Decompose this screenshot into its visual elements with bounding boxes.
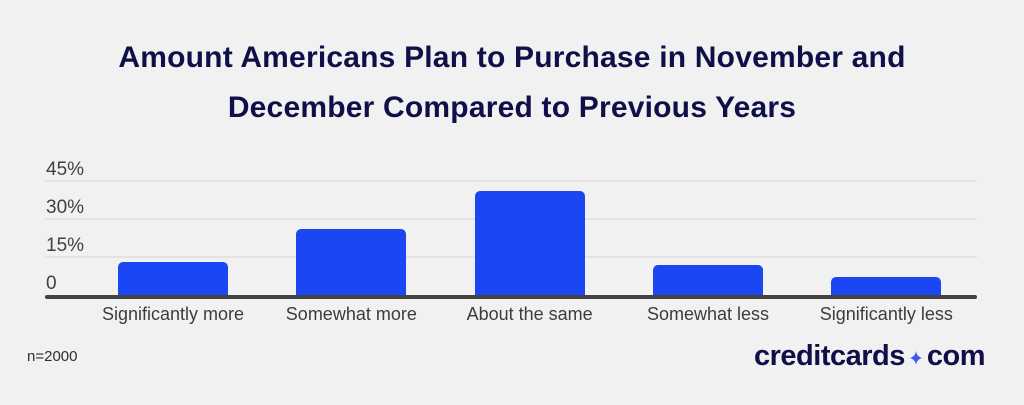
category-label: About the same — [466, 304, 593, 324]
bar-significantly-less — [831, 277, 942, 295]
category-label: Significantly more — [101, 304, 245, 324]
bar-somewhat-more — [296, 229, 407, 295]
x-axis-line — [45, 295, 977, 299]
bar-about-the-same — [474, 191, 585, 295]
bar-somewhat-less — [652, 264, 763, 295]
logo-text-creditcards: creditcards — [754, 340, 905, 372]
y-tick-label: 0 — [46, 273, 57, 294]
bar-chart: 0 15% 30% 45% Significantly more Somewhat mor… — [45, 155, 977, 330]
chart-title-line1: Amount Americans Plan to Purchase in Nov… — [118, 41, 906, 74]
chart-title-line2: December Compared to Previous Years — [227, 91, 797, 124]
gridline-45 — [45, 180, 977, 183]
category-label: Significantly less — [819, 304, 953, 324]
sparkle-star-shape — [909, 351, 922, 365]
chart-title: Amount Americans Plan to Purchase in Nov… — [0, 33, 1024, 133]
bar-significantly-more — [118, 262, 228, 295]
sample-size-note: n=2000 — [27, 348, 78, 365]
category-label: Somewhat less — [646, 304, 770, 324]
y-tick-label: 30% — [46, 197, 85, 219]
y-tick-label: 15% — [46, 235, 85, 257]
creditcards-logo: creditcards com — [754, 340, 986, 373]
logo-text-com: com — [926, 340, 986, 372]
y-tick-label: 45% — [46, 159, 85, 181]
category-label: Somewhat more — [285, 304, 417, 324]
sparkle-star-icon — [909, 351, 922, 365]
